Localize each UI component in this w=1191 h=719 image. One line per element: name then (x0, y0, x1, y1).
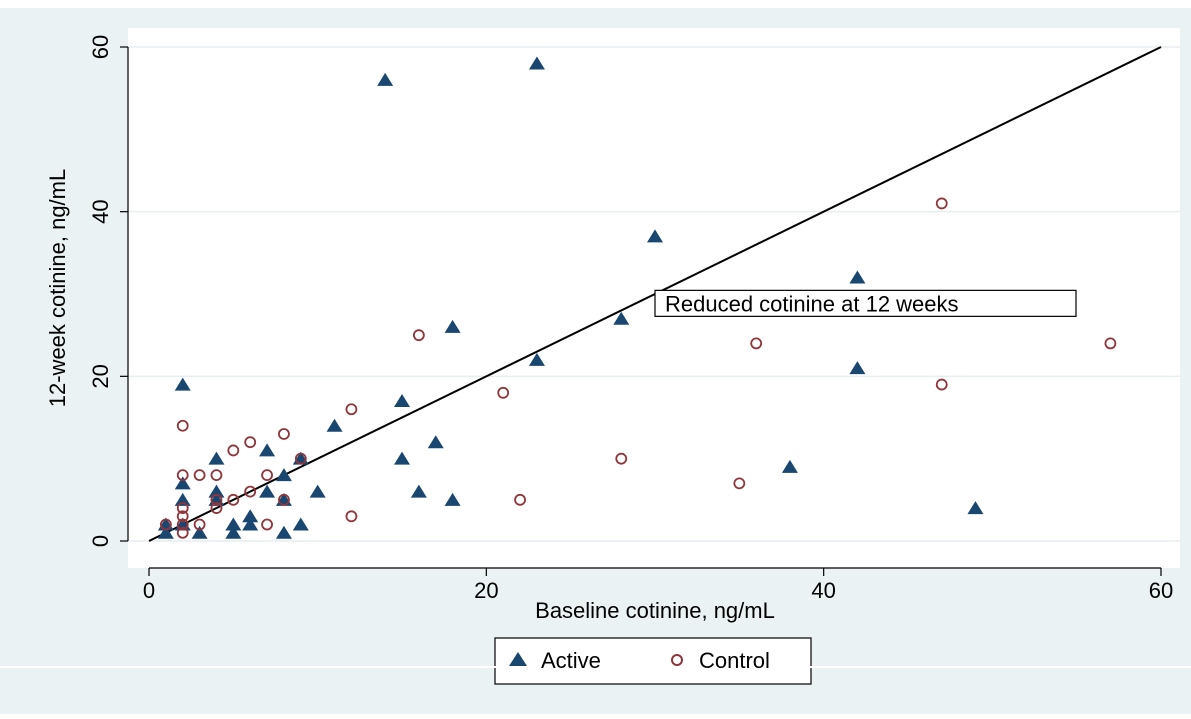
annotation-group: Reduced cotinine at 12 weeks (654, 289, 1077, 317)
control-point-14 (244, 436, 257, 449)
data-points (157, 56, 1117, 539)
control-point-17 (261, 518, 273, 531)
active-point-7 (208, 451, 225, 465)
control-point-28 (750, 337, 763, 350)
legend: Active Control (0, 637, 1191, 714)
active-point-14 (259, 443, 276, 457)
grid-lines (128, 46, 1180, 542)
active-point-34 (781, 459, 798, 473)
control-point-29 (935, 197, 948, 210)
control-point-15 (244, 485, 257, 498)
x-tick-label-0: 0 (143, 578, 155, 603)
active-point-20 (292, 517, 309, 531)
y-axis-title: 12-week cotinine, ng/mL (45, 169, 70, 407)
control-point-3 (176, 502, 189, 514)
control-point-12 (227, 444, 240, 457)
active-point-36 (849, 361, 866, 375)
control-point-5 (176, 518, 189, 531)
active-point-1 (157, 525, 174, 539)
legend-control-marker (671, 654, 683, 666)
active-point-4 (174, 492, 191, 506)
active-point-28 (444, 319, 461, 333)
legend-box (494, 637, 812, 685)
control-point-22 (345, 510, 358, 523)
active-point-31 (528, 352, 545, 366)
x-tick-label-2: 40 (811, 578, 835, 603)
y-tick-label-1: 20 (88, 364, 113, 388)
control-point-25 (514, 493, 526, 506)
control-point-9 (210, 469, 223, 482)
active-point-12 (242, 509, 259, 523)
x-tick-label-1: 20 (474, 578, 498, 603)
control-point-18 (278, 428, 290, 440)
active-point-2 (174, 377, 191, 391)
control-point-26 (615, 452, 628, 465)
axes: 0 20 40 60 0 20 40 60 (88, 35, 1173, 603)
control-point-13 (227, 493, 240, 506)
active-point-37 (967, 501, 984, 515)
page-margin (0, 0, 1191, 8)
active-point-13 (242, 517, 259, 531)
y-tick-label-2: 40 (88, 199, 113, 223)
active-point-3 (174, 476, 191, 490)
active-point-11 (225, 525, 242, 539)
active-point-24 (394, 394, 410, 408)
legend-label-active: Active (541, 648, 601, 673)
annotation-box (654, 289, 1077, 317)
active-point-23 (377, 72, 394, 86)
control-point-0 (159, 518, 172, 531)
active-point-26 (410, 484, 427, 498)
active-point-27 (427, 435, 444, 449)
active-point-25 (394, 451, 410, 465)
x-axis-title: Baseline cotinine, ng/mL (535, 598, 775, 623)
control-point-1 (176, 419, 189, 432)
active-point-21 (309, 484, 326, 498)
active-point-15 (259, 484, 276, 498)
active-point-6 (191, 525, 208, 539)
control-point-21 (345, 403, 358, 416)
control-point-31 (1104, 337, 1117, 350)
control-point-7 (193, 469, 206, 482)
control-point-6 (176, 526, 189, 539)
series-control (159, 197, 1117, 539)
active-point-16 (275, 468, 292, 482)
legend-label-control: Control (699, 648, 770, 673)
active-point-32 (613, 311, 630, 325)
control-point-8 (193, 518, 206, 531)
active-point-35 (849, 270, 866, 284)
y-tick-label-0: 0 (88, 535, 113, 547)
active-point-30 (528, 56, 545, 70)
x-tick-label-3: 60 (1149, 578, 1173, 603)
active-point-18 (275, 525, 292, 539)
control-point-30 (935, 378, 948, 391)
control-point-20 (294, 452, 307, 465)
active-point-22 (326, 418, 343, 432)
active-point-10 (225, 517, 242, 531)
legend-active-marker (509, 652, 527, 666)
control-point-2 (176, 469, 189, 482)
active-point-8 (208, 484, 225, 498)
control-point-10 (210, 493, 223, 506)
control-point-27 (733, 477, 746, 490)
control-point-24 (497, 386, 510, 399)
control-point-16 (261, 469, 273, 482)
control-point-23 (412, 329, 425, 342)
annotation-text: Reduced cotinine at 12 weeks (665, 291, 959, 316)
active-point-29 (444, 492, 461, 506)
control-point-19 (278, 493, 290, 506)
active-point-33 (647, 229, 663, 243)
control-point-4 (176, 510, 189, 523)
control-point-11 (210, 502, 223, 514)
y-tick-label-3: 60 (88, 35, 113, 59)
